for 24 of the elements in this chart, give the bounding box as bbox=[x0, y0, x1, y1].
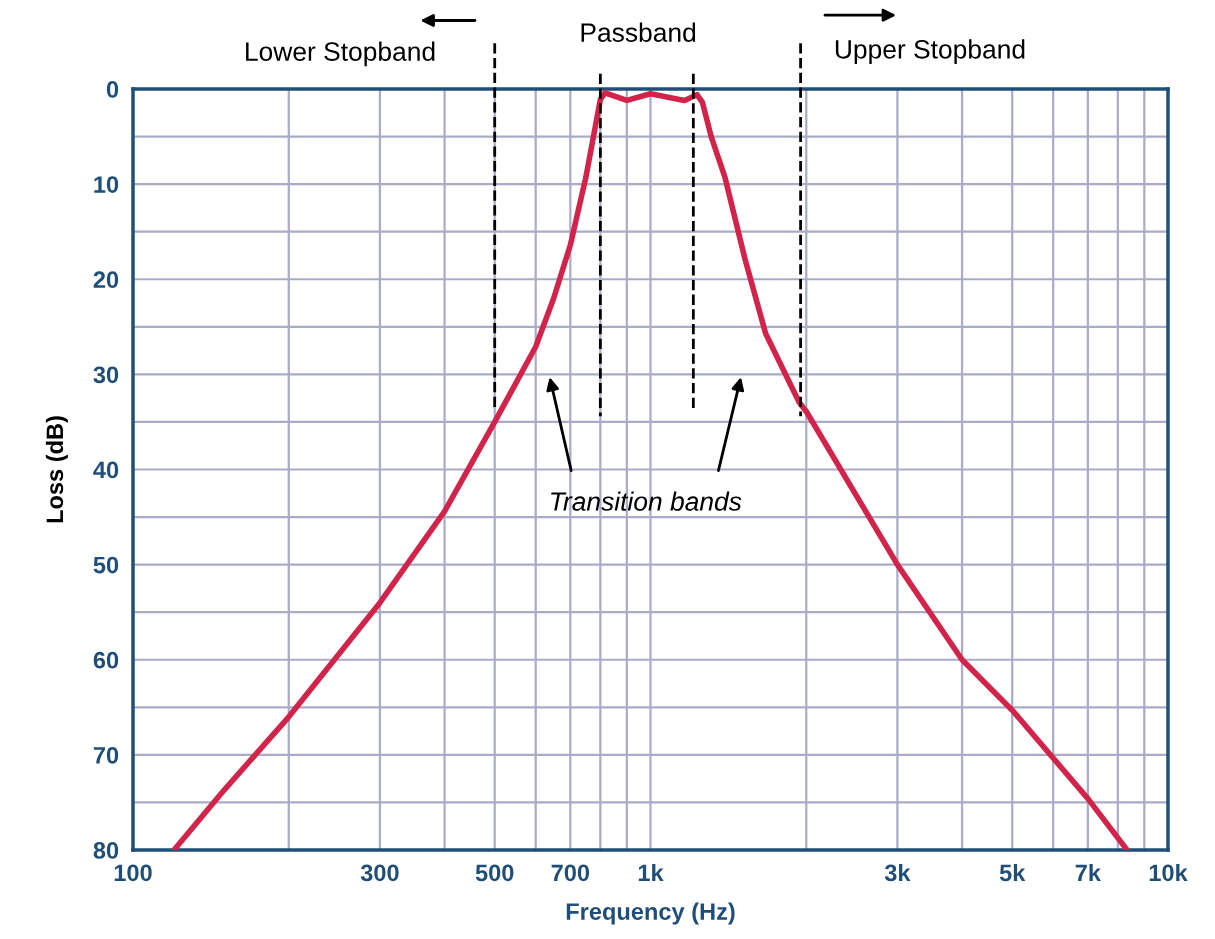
y-tick-label: 30 bbox=[93, 366, 119, 384]
y-tick-label: 40 bbox=[93, 461, 119, 479]
x-tick-label: 5k bbox=[999, 863, 1026, 882]
y-tick-label: 80 bbox=[93, 842, 119, 859]
x-tick-label: 3k bbox=[884, 863, 911, 882]
y-tick-label: 60 bbox=[93, 651, 119, 669]
text: Lower Stopband bbox=[246, 41, 435, 67]
text: Passband bbox=[581, 22, 696, 42]
text: Upper Stopband bbox=[835, 39, 1025, 64]
y-tick-label: 70 bbox=[93, 746, 119, 764]
annotation: Transition bands bbox=[551, 491, 742, 511]
y-tick-label: 10 bbox=[94, 176, 119, 193]
x-tick-label: 1k bbox=[638, 863, 664, 881]
x-tick-label: 100 bbox=[114, 864, 152, 882]
x-tick-label: 700 bbox=[551, 864, 590, 882]
x-tick-label: 10k bbox=[1149, 863, 1188, 882]
y-tick-label: 0 bbox=[106, 81, 119, 98]
x-tick-label: 500 bbox=[475, 864, 514, 882]
y-tick-label: 20 bbox=[93, 271, 119, 289]
y-tick-label: 50 bbox=[93, 556, 119, 574]
x-tick-label: 300 bbox=[360, 864, 399, 882]
y-axis-title: Loss (dB) bbox=[45, 416, 68, 523]
x-tick-label: 7k bbox=[1075, 863, 1101, 881]
x-axis-title: Frequency (Hz) bbox=[566, 902, 735, 925]
